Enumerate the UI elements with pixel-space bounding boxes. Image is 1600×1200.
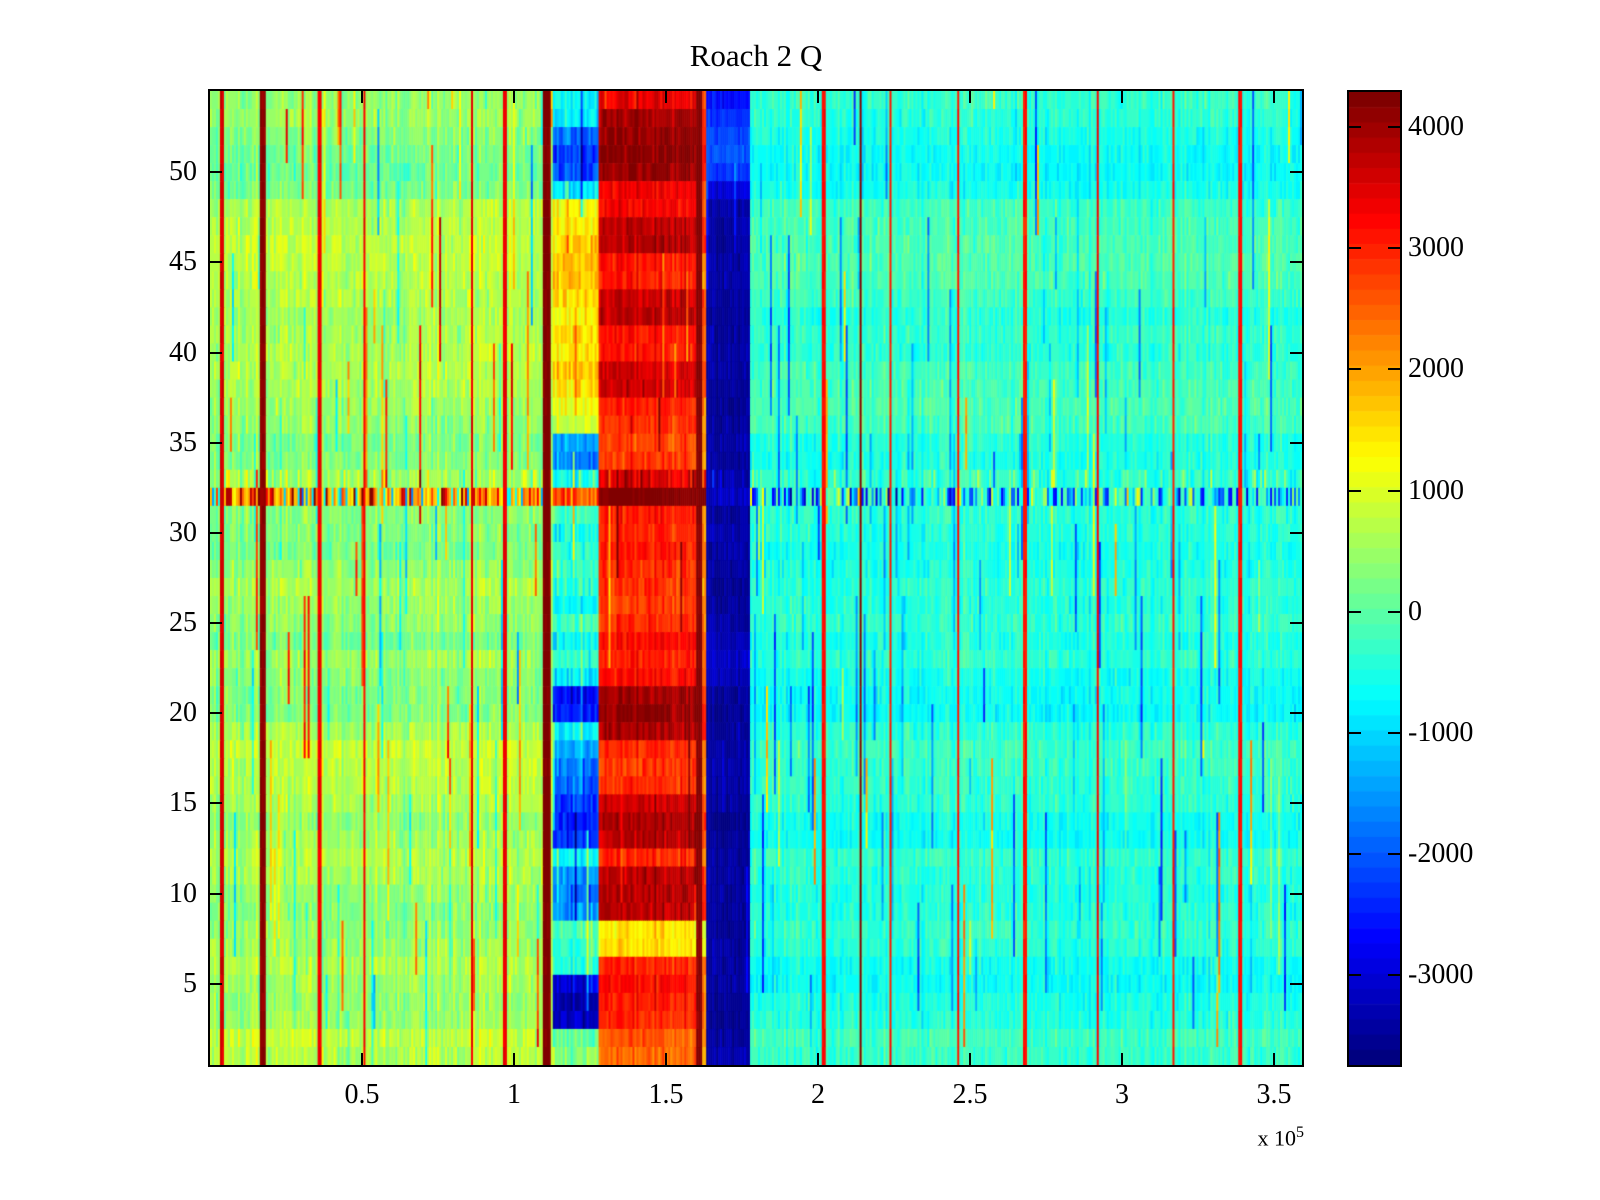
- y-tick-mark-right: [1290, 171, 1302, 174]
- colorbar-tick-mark-right: [1388, 974, 1400, 977]
- y-tick-label: 15: [169, 787, 197, 819]
- heatmap-canvas: [210, 91, 1302, 1065]
- y-tick-label: 5: [183, 967, 197, 999]
- colorbar-tick-mark: [1349, 610, 1361, 613]
- x-tick-mark-top: [665, 91, 667, 103]
- x-tick-mark-top: [361, 91, 363, 103]
- x-tick-mark: [969, 1053, 972, 1065]
- y-tick-mark: [210, 261, 222, 264]
- x-tick-label: 3: [1115, 1079, 1130, 1110]
- y-tick-mark: [210, 892, 222, 895]
- y-tick-mark: [210, 531, 222, 534]
- y-tick-label: 10: [169, 877, 197, 909]
- x-tick-mark: [1121, 1053, 1124, 1065]
- heatmap-axes: [208, 89, 1304, 1067]
- colorbar-tick-label: 2000: [1408, 353, 1464, 385]
- colorbar-tick-mark-right: [1388, 368, 1400, 371]
- colorbar-tick-mark-right: [1388, 489, 1400, 492]
- y-tick-label: 50: [169, 156, 197, 188]
- x-tick-mark-top: [1121, 91, 1124, 103]
- y-tick-mark-right: [1290, 531, 1302, 534]
- plot-title: Roach 2 Q: [689, 38, 823, 73]
- colorbar-tick-label: 1000: [1408, 474, 1464, 506]
- x-tick-mark: [1273, 1053, 1276, 1065]
- x-tick-mark-top: [969, 91, 972, 103]
- x-tick-label: 2: [811, 1079, 826, 1110]
- colorbar-tick-label: 0: [1408, 595, 1422, 627]
- y-tick-mark-right: [1290, 622, 1302, 625]
- colorbar-tick-mark-right: [1388, 126, 1400, 129]
- y-tick-mark: [210, 622, 222, 625]
- colorbar-tick-label: 4000: [1408, 111, 1464, 143]
- colorbar-tick-mark-right: [1388, 853, 1400, 856]
- y-tick-label: 30: [169, 516, 197, 548]
- y-tick-mark-right: [1290, 351, 1302, 354]
- x-axis-multiplier: x 105: [1100, 1124, 1305, 1151]
- colorbar-tick-mark: [1349, 247, 1361, 250]
- y-tick-mark: [210, 351, 222, 354]
- x-tick-label: 1.5: [648, 1079, 684, 1110]
- colorbar-tick-mark: [1349, 489, 1361, 492]
- x-axis-multiplier-base: x 10: [1257, 1125, 1297, 1151]
- x-tick-label: 2.5: [952, 1079, 988, 1110]
- colorbar-tick-mark: [1349, 368, 1361, 371]
- y-tick-label: 20: [169, 697, 197, 729]
- x-tick-mark-top: [817, 91, 820, 103]
- y-tick-label: 35: [169, 426, 197, 458]
- colorbar-tick-mark: [1349, 731, 1361, 734]
- y-tick-mark: [210, 802, 222, 805]
- colorbar-tick-label: 3000: [1408, 232, 1464, 264]
- colorbar-canvas: [1349, 92, 1400, 1065]
- x-tick-mark: [361, 1053, 363, 1065]
- y-tick-label: 25: [169, 607, 197, 639]
- y-tick-mark: [210, 441, 222, 444]
- y-tick-label: 40: [169, 336, 197, 368]
- x-tick-mark-top: [513, 91, 515, 103]
- y-tick-mark-right: [1290, 261, 1302, 264]
- x-tick-label: 0.5: [344, 1079, 380, 1110]
- x-tick-mark: [665, 1053, 667, 1065]
- y-tick-label: 45: [169, 246, 197, 278]
- x-tick-mark: [817, 1053, 820, 1065]
- x-tick-label: 3.5: [1256, 1079, 1292, 1110]
- y-tick-mark-right: [1290, 712, 1302, 715]
- colorbar-tick-label: -2000: [1408, 838, 1474, 870]
- colorbar-tick-mark-right: [1388, 247, 1400, 250]
- x-tick-mark: [513, 1053, 515, 1065]
- colorbar-tick-mark: [1349, 126, 1361, 129]
- colorbar-tick-label: -3000: [1408, 959, 1474, 991]
- colorbar-tick-mark: [1349, 974, 1361, 977]
- y-tick-mark: [210, 712, 222, 715]
- x-axis-multiplier-exponent: 5: [1296, 1124, 1304, 1141]
- x-tick-label: 1: [507, 1079, 521, 1110]
- y-tick-mark-right: [1290, 441, 1302, 444]
- colorbar-tick-mark: [1349, 853, 1361, 856]
- colorbar-tick-mark-right: [1388, 610, 1400, 613]
- colorbar-tick-label: -1000: [1408, 716, 1474, 748]
- y-tick-mark: [210, 982, 222, 985]
- y-tick-mark-right: [1290, 892, 1302, 895]
- colorbar-tick-mark-right: [1388, 731, 1400, 734]
- y-tick-mark: [210, 171, 222, 174]
- x-tick-mark-top: [1273, 91, 1276, 103]
- y-tick-mark-right: [1290, 982, 1302, 985]
- colorbar: [1347, 90, 1402, 1067]
- y-tick-mark-right: [1290, 802, 1302, 805]
